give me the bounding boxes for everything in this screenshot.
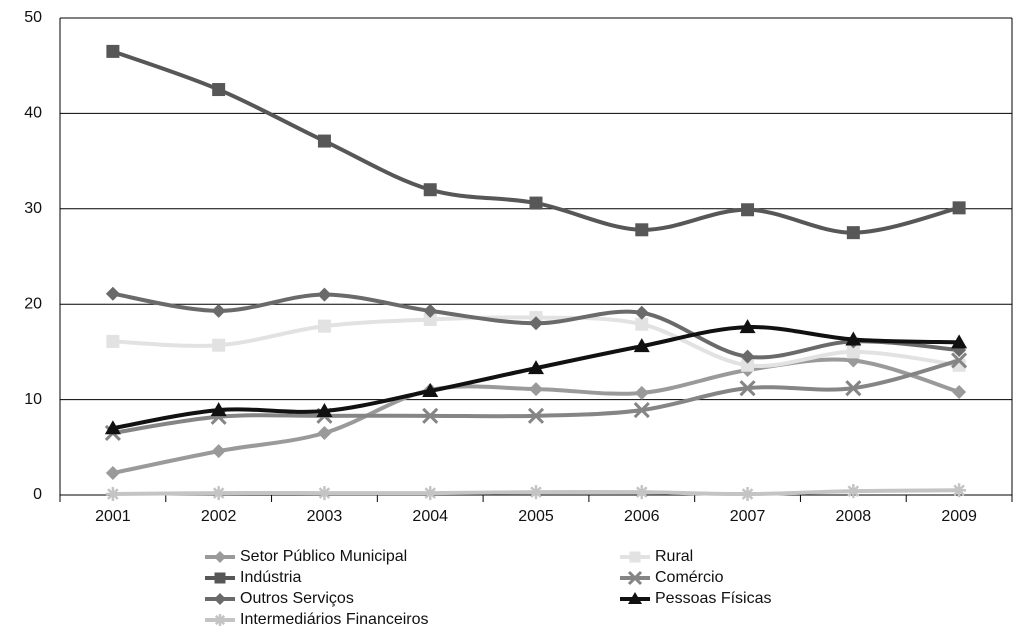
x-tick-label: 2005 <box>518 508 554 525</box>
marker <box>423 303 438 318</box>
marker <box>423 486 438 501</box>
marker <box>529 382 543 397</box>
marker <box>846 345 860 359</box>
marker <box>529 316 543 331</box>
marker <box>739 319 756 334</box>
marker <box>740 487 755 502</box>
marker <box>739 380 756 397</box>
marker <box>952 384 967 399</box>
marker <box>741 203 755 217</box>
marker <box>104 420 121 435</box>
marker <box>634 385 649 400</box>
marker <box>211 486 226 501</box>
marker <box>635 317 649 331</box>
marker <box>529 485 543 500</box>
legend-marker <box>629 551 641 563</box>
legend-marker <box>214 572 226 584</box>
marker <box>951 334 968 349</box>
legend-marker <box>214 614 226 626</box>
x-tick-label: 2003 <box>307 508 343 525</box>
marker <box>951 352 968 369</box>
marker <box>634 485 649 500</box>
legend-label: Indústria <box>240 569 301 586</box>
marker <box>317 319 331 333</box>
marker <box>952 483 967 498</box>
legend-label: Intermediários Financeiros <box>240 611 429 626</box>
marker <box>317 425 332 440</box>
legend-label: Pessoas Físicas <box>655 590 771 607</box>
marker <box>317 287 332 302</box>
legend-label: Comércio <box>655 569 724 586</box>
marker <box>846 484 861 499</box>
marker <box>105 466 120 481</box>
marker <box>740 349 755 364</box>
marker <box>527 407 545 424</box>
x-tick-label: 2008 <box>836 508 872 525</box>
marker <box>106 44 120 58</box>
marker <box>423 312 437 326</box>
y-tick-label: 10 <box>24 391 42 408</box>
marker <box>423 183 437 197</box>
x-tick-label: 2002 <box>201 508 237 525</box>
marker <box>846 226 860 240</box>
legend-marker <box>628 592 642 604</box>
legend-label: Setor Público Municipal <box>240 548 407 565</box>
marker <box>422 383 439 398</box>
y-tick-label: 20 <box>24 295 42 312</box>
marker <box>952 201 966 215</box>
marker <box>845 380 862 397</box>
marker <box>106 334 120 348</box>
marker <box>422 407 439 424</box>
marker <box>845 331 862 346</box>
marker <box>633 338 650 353</box>
legend-label: Outros Serviços <box>240 590 354 607</box>
x-tick-label: 2006 <box>624 508 660 525</box>
marker <box>210 402 227 417</box>
marker <box>105 487 120 502</box>
y-tick-label: 40 <box>24 105 42 122</box>
marker <box>212 338 226 352</box>
x-tick-label: 2009 <box>941 508 977 525</box>
marker <box>211 303 226 318</box>
marker <box>529 196 543 210</box>
legend-marker <box>214 551 226 563</box>
y-tick-label: 30 <box>24 200 42 217</box>
y-tick-label: 0 <box>33 486 42 503</box>
marker <box>316 403 333 418</box>
marker <box>633 402 650 419</box>
legend-label: Rural <box>655 548 693 565</box>
marker <box>105 286 120 301</box>
marker <box>317 134 331 148</box>
x-tick-label: 2007 <box>730 508 766 525</box>
marker <box>741 358 755 372</box>
legend-marker <box>214 593 226 605</box>
marker <box>317 486 332 501</box>
legend-marker <box>627 570 643 586</box>
y-tick-label: 50 <box>24 9 42 26</box>
marker <box>635 223 649 237</box>
x-tick-label: 2001 <box>95 508 131 525</box>
marker <box>211 444 226 459</box>
marker <box>528 360 544 375</box>
x-tick-label: 2004 <box>412 508 448 525</box>
marker <box>634 305 649 320</box>
marker <box>212 83 226 97</box>
